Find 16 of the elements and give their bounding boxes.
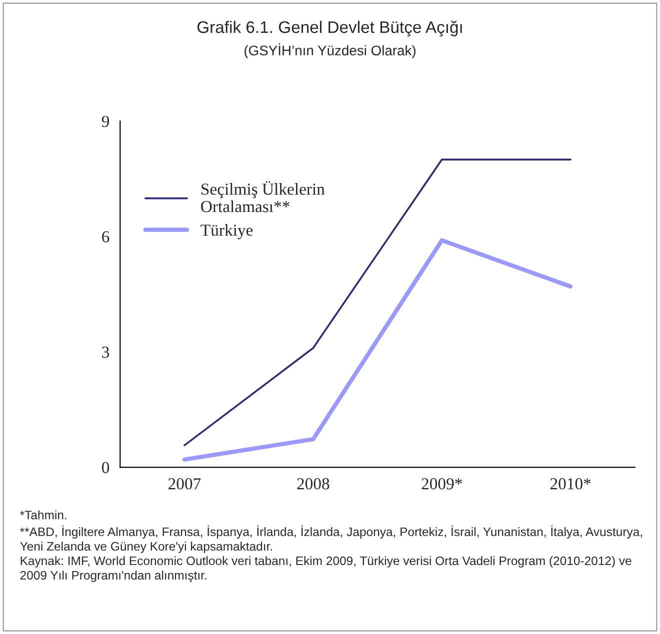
y-tick-label: 3 [102, 346, 110, 358]
legend-label: Türkiye [200, 224, 253, 240]
legend-label: Seçilmiş Ülkelerin Ortalaması** [201, 181, 325, 212]
text: **ABD, İngiltere Almanya, Fransa, İspanya, İrlanda, İzlanda, Japonya, Portekiz, İsrail, Yunanistan, İtalya, Avusturya, Yeni Zelanda ve Güney Kore'yi kapsamaktadır. [20, 525, 642, 554]
x-tick-label: 2007 [168, 478, 201, 490]
x-tick-label: 2009* [422, 478, 462, 490]
y-tick-label: 9 [102, 116, 110, 128]
text: Kaynak: IMF, World Economic Outlook veri tabanı, Ekim 2009, Türkiye verisi Orta Vadeli Program (2010-2012) ve 2009 Yılı Programı'ndan alınmıştır. [20, 556, 632, 582]
x-tick-label: 2008 [297, 478, 330, 490]
x-tick-label: 2010* [550, 478, 591, 490]
line-series [182, 238, 573, 462]
chart-subtitle: (GSYİH’nın Yüzdesi Olarak) [244, 43, 416, 58]
text: *Tahmin. [20, 510, 66, 520]
y-tick-label: 0 [102, 462, 110, 474]
chart-title: Grafik 6.1. Genel Devlet Bütçe Açığı [197, 20, 462, 36]
y-tick-label: 6 [102, 231, 110, 242]
